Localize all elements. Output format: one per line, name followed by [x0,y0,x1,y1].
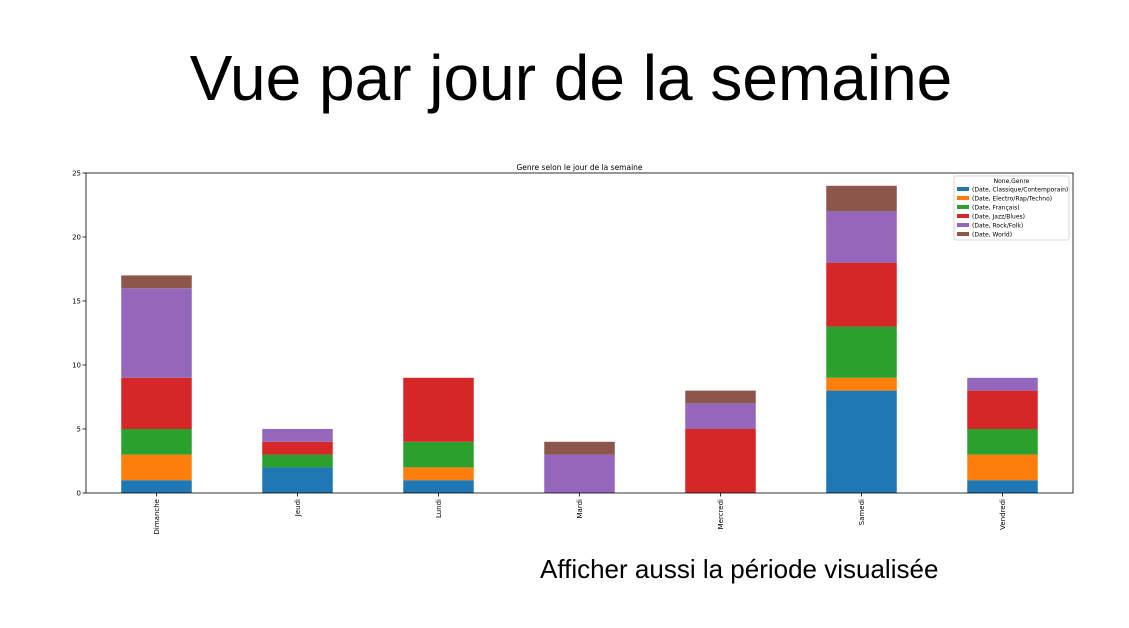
bar-segment [544,441,615,455]
y-tick-label: 15 [72,298,81,306]
bar-segment [121,454,192,481]
bar-segment [967,377,1038,391]
legend-swatch [957,214,969,218]
y-tick-label: 25 [72,170,81,178]
bar-segment [403,480,474,493]
bar-segment [262,467,333,493]
bar-segment [403,377,474,442]
legend-box [953,175,1070,241]
x-tick-label: Lundi [435,499,443,518]
y-axis: 0 5 10 15 20 25 [72,170,86,498]
legend-label: (Date, Rock/Folk) [972,223,1023,230]
x-tick-label: Vendredi [999,499,1007,530]
x-axis: Dimanche Jeudi Lundi Mardi Mercredi Samedi Ven… [153,493,1007,534]
bar-segment [121,480,192,493]
bar-segment [121,275,192,289]
bar-segment [967,480,1038,493]
legend-swatch [957,223,969,227]
bar-segment [262,454,333,468]
bar-segment [967,429,1038,455]
bar-segment [826,326,897,378]
bar-segment [262,429,333,442]
slide-title: Vue par jour de la semaine [189,42,953,114]
bars-layer [121,185,1038,493]
bar-segment [403,441,474,468]
bar-segment [826,377,897,391]
legend-label: (Date, Electro/Rap/Techno) [972,196,1052,203]
x-tick-label: Mardi [576,499,584,519]
bar-segment [685,403,756,429]
bar-segment [826,390,897,493]
y-tick-label: 5 [77,426,81,434]
bar-segment [967,454,1038,481]
legend-label: (Date, Classique/Contemporain) [972,187,1068,194]
bar-segment [262,441,333,455]
legend-label: (Date, World) [972,232,1012,239]
bar-segment [121,288,192,378]
legend-swatch [957,187,969,191]
y-tick-label: 10 [72,362,81,370]
bar-segment [685,429,756,493]
legend: None,Genre (Date, Classique/Contemporain)… [953,175,1070,241]
legend-label: (Date, Français) [972,205,1020,212]
legend-swatch [957,232,969,236]
legend-title: None,Genre [994,178,1030,185]
y-tick-label: 20 [72,234,81,242]
bar-segment [121,429,192,455]
bar-segment [826,262,897,327]
x-tick-label: Mercredi [717,499,725,529]
x-tick-label: Dimanche [153,499,161,534]
legend-swatch [957,196,969,200]
y-tick-label: 0 [77,490,81,498]
bar-segment [967,390,1038,429]
bar-segment [403,467,474,481]
legend-swatch [957,205,969,209]
chart-title: Genre selon le jour de la semaine [516,163,642,172]
x-tick-label: Samedi [858,499,866,525]
bar-segment [544,454,615,493]
x-tick-label: Jeudi [294,499,302,517]
bar-segment [685,390,756,404]
bar-segment [826,211,897,263]
legend-label: (Date, Jazz/Blues) [972,214,1025,221]
bar-segment [121,377,192,429]
bar-segment [826,185,897,212]
footnote: Afficher aussi la période visualisée [540,554,939,584]
